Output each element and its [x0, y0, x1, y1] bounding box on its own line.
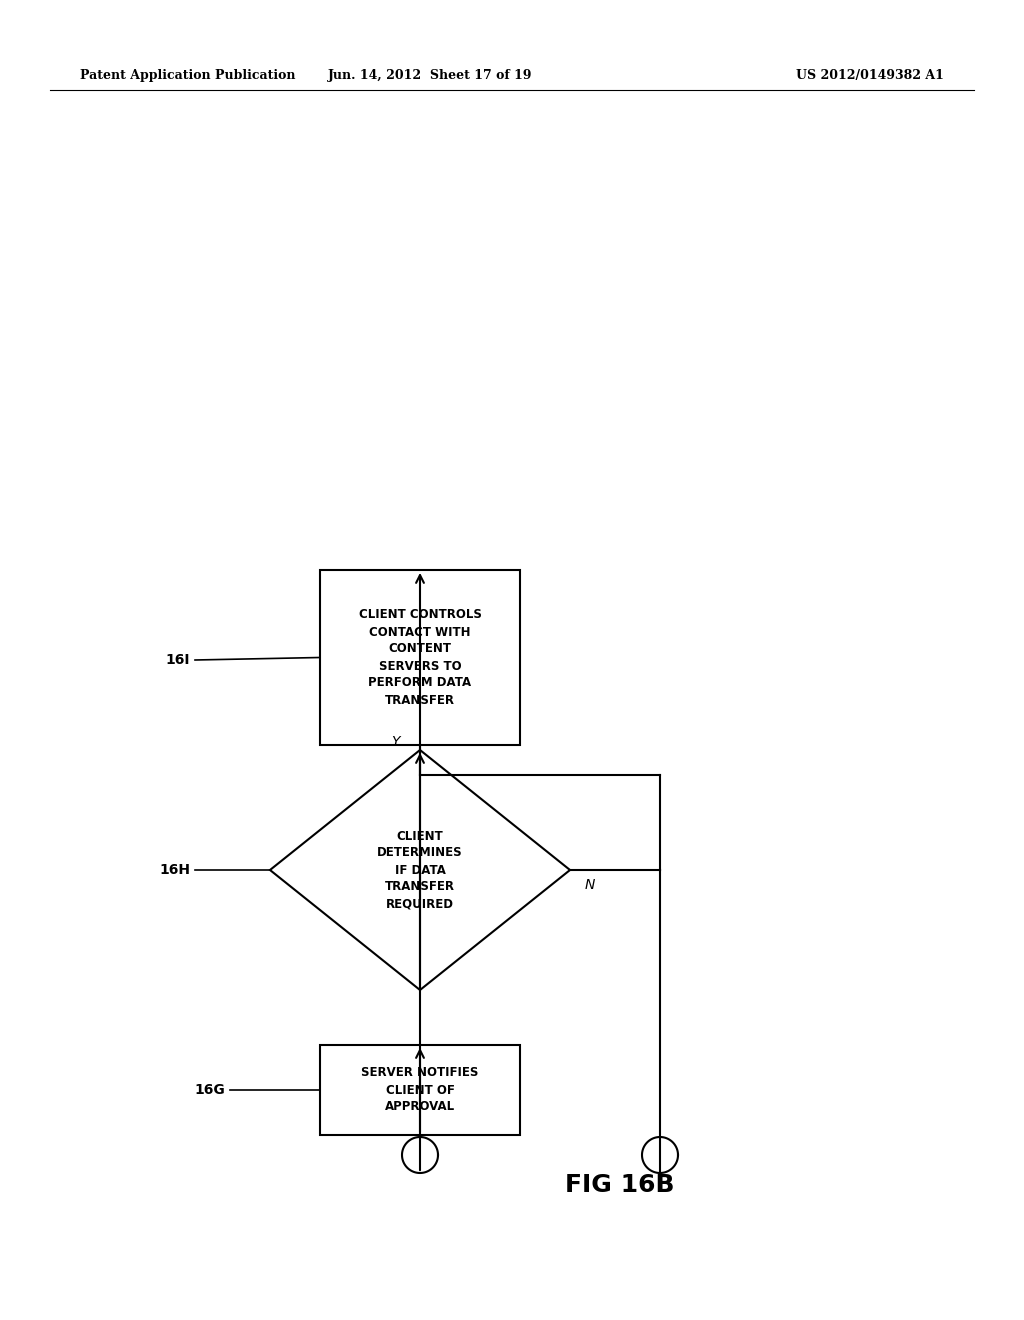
Text: 16H: 16H: [159, 863, 190, 876]
Text: Jun. 14, 2012  Sheet 17 of 19: Jun. 14, 2012 Sheet 17 of 19: [328, 69, 532, 82]
Text: Y: Y: [391, 735, 400, 748]
Polygon shape: [270, 750, 570, 990]
FancyBboxPatch shape: [319, 1045, 520, 1135]
Text: Patent Application Publication: Patent Application Publication: [80, 69, 296, 82]
FancyBboxPatch shape: [319, 570, 520, 744]
Text: CLIENT
DETERMINES
IF DATA
TRANSFER
REQUIRED: CLIENT DETERMINES IF DATA TRANSFER REQUI…: [377, 829, 463, 911]
Text: 16G: 16G: [195, 1082, 225, 1097]
Text: CLIENT CONTROLS
CONTACT WITH
CONTENT
SERVERS TO
PERFORM DATA
TRANSFER: CLIENT CONTROLS CONTACT WITH CONTENT SER…: [358, 609, 481, 706]
Text: SERVER NOTIFIES
CLIENT OF
APPROVAL: SERVER NOTIFIES CLIENT OF APPROVAL: [361, 1067, 478, 1114]
Text: FIG 16B: FIG 16B: [565, 1173, 675, 1197]
Text: 16I: 16I: [166, 653, 190, 667]
Text: N: N: [585, 878, 595, 892]
Text: US 2012/0149382 A1: US 2012/0149382 A1: [796, 69, 944, 82]
